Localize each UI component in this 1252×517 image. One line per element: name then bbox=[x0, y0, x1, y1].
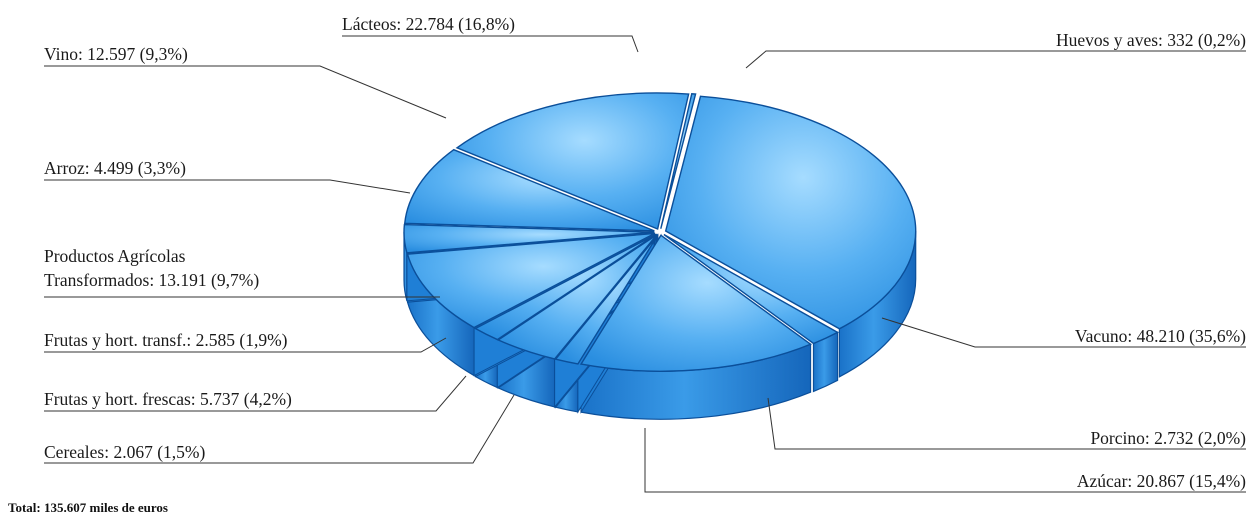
leader-line bbox=[44, 394, 515, 464]
pie-top-layer bbox=[403, 92, 917, 372]
slice-label: Cereales: 2.067 (1,5%) bbox=[44, 442, 206, 462]
slice-label: Porcino: 2.732 (2,0%) bbox=[1090, 428, 1246, 448]
pie-slice bbox=[664, 95, 917, 330]
slice-label: Vino: 12.597 (9,3%) bbox=[44, 44, 188, 64]
slice-label: Transformados: 13.191 (9,7%) bbox=[44, 270, 259, 290]
leader-line bbox=[767, 397, 1246, 450]
leader-line bbox=[745, 50, 1246, 69]
pie-slice bbox=[496, 234, 658, 360]
slice-label: Frutas y hort. transf.: 2.585 (1,9%) bbox=[44, 330, 288, 350]
pie-slice bbox=[579, 234, 812, 372]
leader-line bbox=[44, 337, 447, 353]
slice-label: Huevos y aves: 332 (0,2%) bbox=[1056, 30, 1246, 50]
leader-line bbox=[44, 179, 411, 194]
total-label: Total: 135.607 miles de euros bbox=[8, 500, 168, 515]
leader-lines bbox=[44, 35, 1246, 493]
pie-slice bbox=[406, 232, 655, 329]
leader-line bbox=[881, 317, 1246, 348]
slice-label: Lácteos: 22.784 (16,8%) bbox=[342, 14, 515, 34]
slice-label: Frutas y hort. frescas: 5.737 (4,2%) bbox=[44, 389, 292, 409]
pie-slice bbox=[663, 233, 840, 345]
pie-slice bbox=[455, 92, 690, 230]
slice-labels: Vacuno: 48.210 (35,6%) Porcino: 2.732 (2,… bbox=[44, 14, 1246, 491]
leader-line bbox=[342, 35, 639, 53]
pie-slice bbox=[403, 148, 655, 232]
slice-label: Vacuno: 48.210 (35,6%) bbox=[1075, 326, 1246, 346]
pie-slice bbox=[473, 233, 657, 341]
pie-slice bbox=[554, 234, 659, 365]
leader-line bbox=[44, 65, 447, 119]
pie-slice bbox=[403, 223, 655, 254]
slice-label: Productos Agrícolas bbox=[44, 246, 186, 266]
slice-label: Azúcar: 20.867 (15,4%) bbox=[1077, 471, 1246, 491]
leader-line bbox=[644, 428, 1246, 493]
leader-line bbox=[44, 375, 467, 412]
slice-label: Arroz: 4.499 (3,3%) bbox=[44, 158, 186, 178]
pie-slice bbox=[660, 93, 697, 229]
